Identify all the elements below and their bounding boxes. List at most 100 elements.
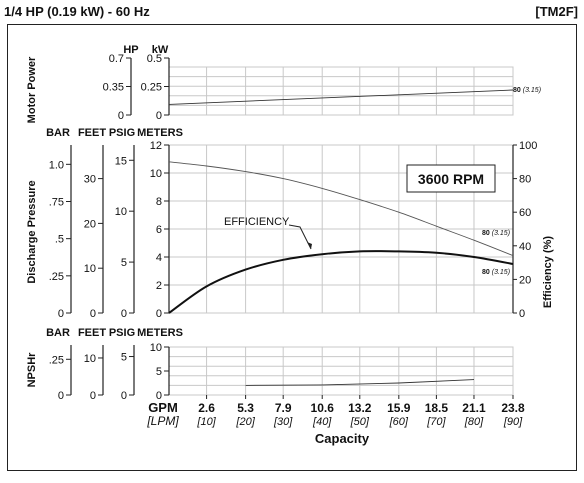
x-tick-label-lpm-2: [30] bbox=[273, 416, 293, 428]
efficiency-curve-label: EFFICIENCY bbox=[224, 216, 290, 228]
x-tick-label-gpm-3: 10.6 bbox=[311, 401, 335, 415]
x-tick-label-lpm-0: [10] bbox=[196, 416, 216, 428]
lower-curve-end-label: 80 (3.15) bbox=[482, 269, 510, 276]
bar-tick-label-0: 1.0 bbox=[49, 159, 64, 171]
unit-hp: HP bbox=[123, 44, 138, 56]
hp-tick-label-1: 0.35 bbox=[103, 82, 124, 94]
unit-feet: FEET bbox=[78, 127, 106, 139]
bar-tick-label-4: 0 bbox=[58, 308, 64, 320]
efficiency-label-arrowhead bbox=[307, 242, 312, 249]
power-curve bbox=[168, 89, 514, 105]
npshr-unit-meters: METERS bbox=[137, 327, 183, 339]
hp-tick-label-2: 0 bbox=[118, 110, 124, 122]
bar-tick-label-1: .75 bbox=[49, 196, 64, 208]
rpm-label: 3600 RPM bbox=[418, 171, 484, 187]
unit-psig: PSIG bbox=[109, 127, 135, 139]
bar-tick-label-3: .25 bbox=[49, 271, 64, 283]
unit-meters: METERS bbox=[137, 127, 183, 139]
npshr-meters-tick-label-1: 5 bbox=[156, 366, 162, 378]
npshr-meters-tick-label-2: 0 bbox=[156, 390, 162, 402]
kw-tick-label-1: 0.25 bbox=[141, 82, 162, 94]
eff-tick-label-0: 100 bbox=[519, 140, 537, 152]
power-curve-end-label-sub: (3.15) bbox=[523, 87, 541, 94]
npshr-unit-bar: BAR bbox=[46, 327, 70, 339]
efficiency-curve bbox=[168, 250, 514, 314]
npshr-unit-psig: PSIG bbox=[109, 327, 135, 339]
feet-tick-label-1: 20 bbox=[84, 218, 96, 230]
npshr-feet-tick-label-1: 0 bbox=[90, 390, 96, 402]
lower-curve-end-label-value: 80 bbox=[482, 269, 492, 276]
x-tick-label-lpm-6: [70] bbox=[426, 416, 446, 428]
x-tick-label-gpm-4: 13.2 bbox=[348, 401, 372, 415]
npshr-feet-tick-label-0: 10 bbox=[84, 353, 96, 365]
eff-tick-label-1: 80 bbox=[519, 174, 531, 186]
model-code: [TM2F] bbox=[535, 4, 578, 19]
chart-title: 1/4 HP (0.19 kW) - 60 Hz bbox=[4, 4, 150, 19]
lower-curve-end-label-sub: (3.15) bbox=[492, 269, 510, 276]
eff-tick-label-5: 0 bbox=[519, 308, 525, 320]
kw-tick-label-2: 0 bbox=[156, 110, 162, 122]
x-tick-label-gpm-2: 7.9 bbox=[275, 401, 292, 415]
x-tick-label-lpm-1: [20] bbox=[235, 416, 255, 428]
psig-tick-label-1: 10 bbox=[115, 206, 127, 218]
npshr-bar-tick-label-0: .25 bbox=[49, 354, 64, 366]
npshr-plot-area bbox=[168, 346, 514, 396]
x-tick-label-lpm-5: [60] bbox=[389, 416, 409, 428]
unit-kw: kW bbox=[152, 44, 169, 56]
npshr-unit-feet: FEET bbox=[78, 327, 106, 339]
unit-bar: BAR bbox=[46, 127, 70, 139]
x-unit-lpm: [LPM] bbox=[146, 414, 179, 428]
kw-tick-label-0: 0.5 bbox=[147, 53, 162, 65]
feet-tick-label-2: 10 bbox=[84, 263, 96, 275]
rpm-box bbox=[406, 164, 496, 193]
x-tick-label-gpm-7: 21.1 bbox=[462, 401, 486, 415]
npshr-curve bbox=[245, 379, 475, 386]
power-plot-area bbox=[168, 66, 514, 116]
x-tick-label-gpm-5: 15.9 bbox=[387, 401, 411, 415]
x-tick-label-gpm-0: 2.6 bbox=[198, 401, 215, 415]
head-curve-end-label: 80 (3.15) bbox=[482, 230, 510, 237]
psig-tick-label-3: 0 bbox=[121, 308, 127, 320]
x-tick-label-gpm-1: 5.3 bbox=[237, 401, 254, 415]
meters-tick-label-6: 0 bbox=[156, 308, 162, 320]
motor-power-axis-label: Motor Power bbox=[26, 56, 38, 123]
chart-frame bbox=[7, 24, 577, 471]
npshr-bar-tick-label-1: 0 bbox=[58, 390, 64, 402]
x-unit-gpm: GPM bbox=[148, 400, 178, 415]
meters-tick-label-1: 10 bbox=[150, 168, 162, 180]
head-curve bbox=[168, 161, 514, 257]
npshr-meters-tick-label-0: 10 bbox=[150, 342, 162, 354]
meters-tick-label-0: 12 bbox=[150, 140, 162, 152]
x-tick-label-lpm-4: [50] bbox=[350, 416, 370, 428]
meters-tick-label-2: 8 bbox=[156, 196, 162, 208]
npshr-axis-label: NPSHr bbox=[26, 352, 38, 388]
eff-tick-label-4: 20 bbox=[519, 274, 531, 286]
x-tick-label-lpm-8: [90] bbox=[503, 416, 523, 428]
head-curve-end-label-value: 80 bbox=[482, 230, 492, 237]
x-tick-label-gpm-6: 18.5 bbox=[425, 401, 449, 415]
x-tick-label-gpm-8: 23.8 bbox=[501, 401, 525, 415]
head-curve-end-label-sub: (3.15) bbox=[492, 230, 510, 237]
hp-tick-label-0: 0.7 bbox=[109, 53, 124, 65]
meters-tick-label-4: 4 bbox=[156, 252, 162, 264]
efficiency-axis-label: Efficiency (%) bbox=[542, 236, 554, 308]
meters-tick-label-3: 6 bbox=[156, 224, 162, 236]
eff-tick-label-3: 40 bbox=[519, 241, 531, 253]
efficiency-label-arrow bbox=[288, 224, 312, 250]
x-tick-label-lpm-3: [40] bbox=[312, 416, 332, 428]
power-curve-end-label: 80 (3.15) bbox=[513, 87, 541, 94]
eff-tick-label-2: 60 bbox=[519, 207, 531, 219]
psig-tick-label-2: 5 bbox=[121, 257, 127, 269]
meters-tick-label-5: 2 bbox=[156, 280, 162, 292]
x-tick-label-lpm-7: [80] bbox=[464, 416, 484, 428]
power-curve-end-label-value: 80 bbox=[513, 87, 523, 94]
feet-tick-label-3: 0 bbox=[90, 308, 96, 320]
npshr-psig-tick-label-0: 5 bbox=[121, 352, 127, 364]
feet-tick-label-0: 30 bbox=[84, 174, 96, 186]
psig-tick-label-0: 15 bbox=[115, 155, 127, 167]
x-axis-title: Capacity bbox=[315, 431, 370, 446]
discharge-pressure-axis-label: Discharge Pressure bbox=[26, 180, 38, 283]
bar-tick-label-2: .5 bbox=[55, 234, 64, 246]
npshr-psig-tick-label-1: 0 bbox=[121, 390, 127, 402]
